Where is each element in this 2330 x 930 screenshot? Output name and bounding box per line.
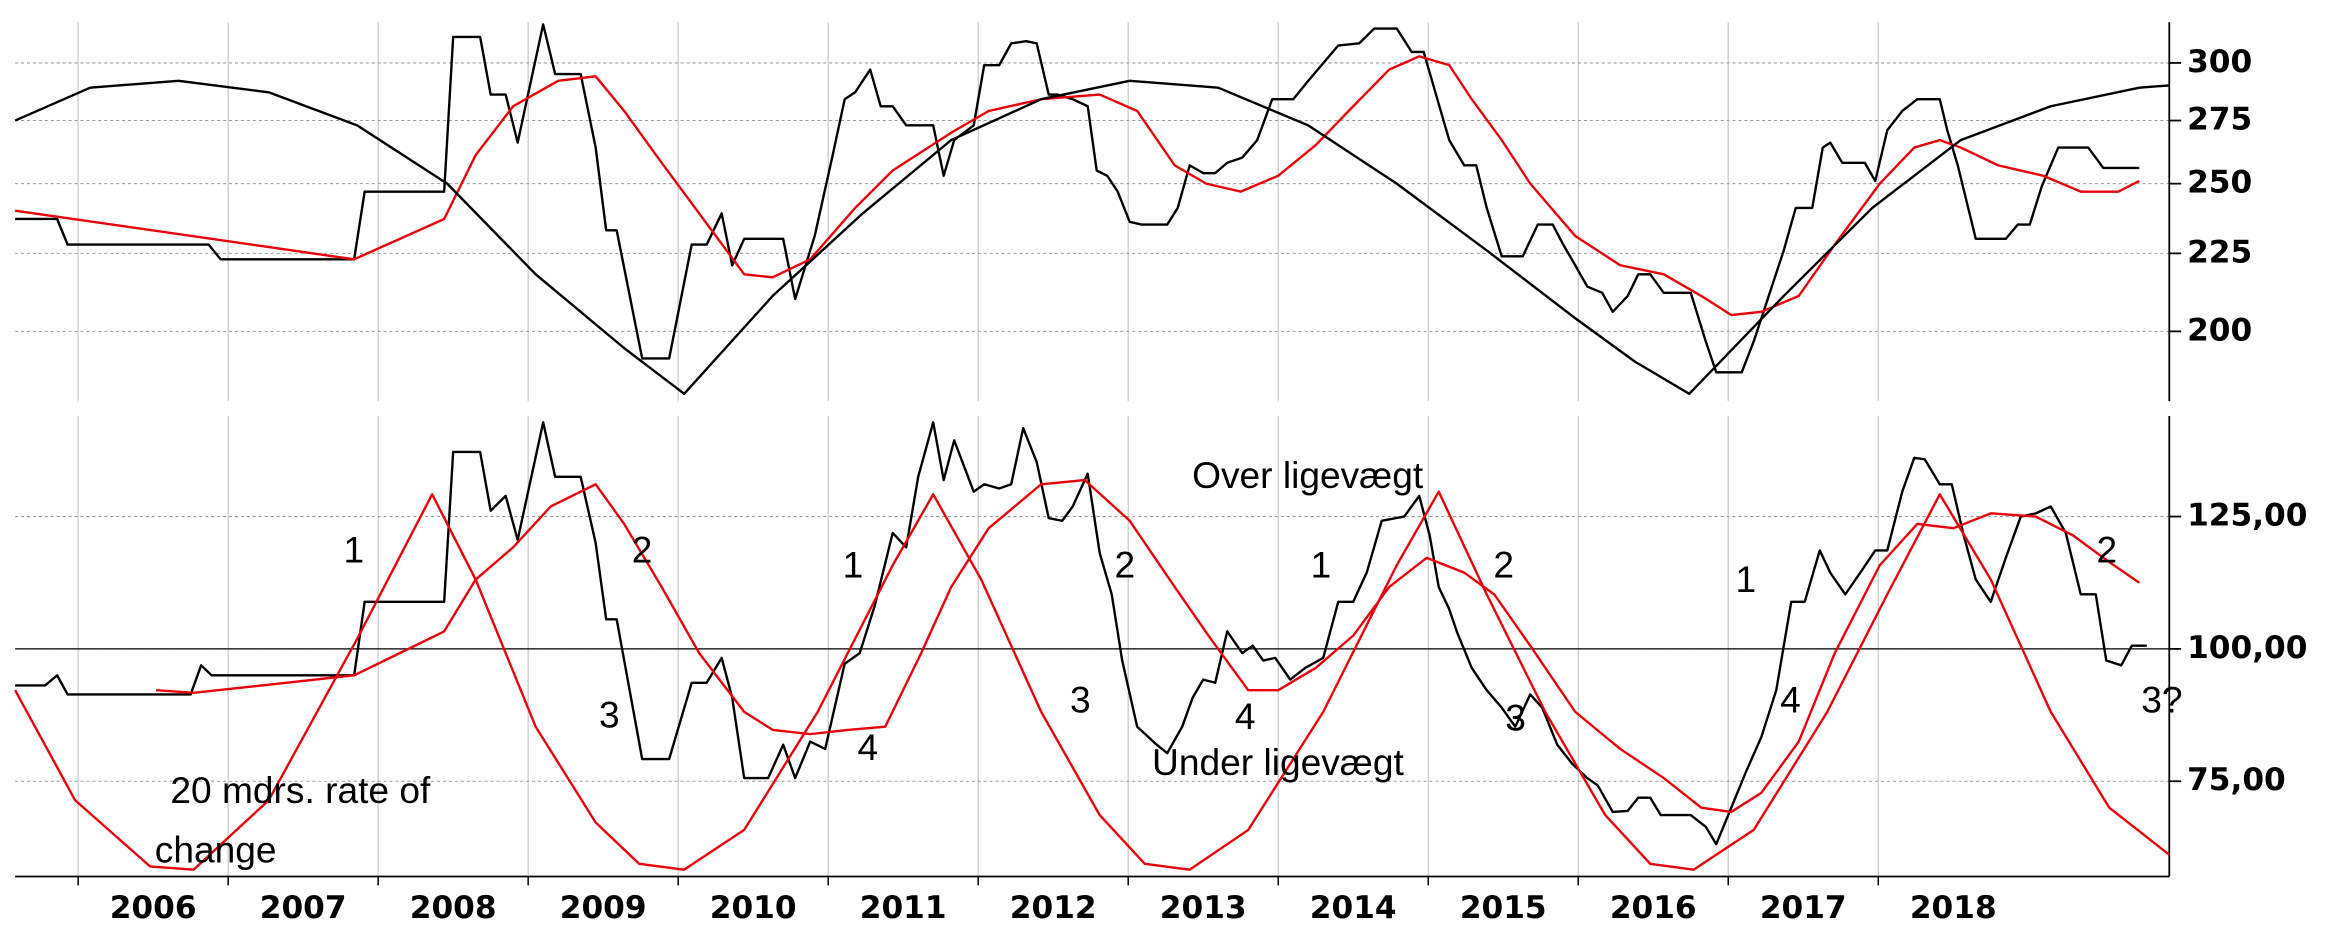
y-tick-label: 225 bbox=[2187, 234, 2252, 270]
annotation: 2 bbox=[2097, 528, 2118, 570]
x-tick-label: 2018 bbox=[1910, 890, 1997, 926]
y-tick-label: 250 bbox=[2187, 165, 2252, 201]
annotation: 3 bbox=[599, 693, 620, 735]
x-tick-label: 2016 bbox=[1610, 890, 1697, 926]
x-tick-label: 2007 bbox=[260, 890, 347, 926]
annotation: 3 bbox=[1070, 679, 1091, 721]
x-tick-label: 2009 bbox=[560, 890, 647, 926]
annotation: 1 bbox=[344, 528, 365, 570]
series-line bbox=[14, 490, 2171, 871]
x-tick-label: 2015 bbox=[1460, 890, 1547, 926]
y-tick-label: 75,00 bbox=[2187, 762, 2286, 798]
annotation: 3 bbox=[1505, 696, 1526, 738]
series-line bbox=[156, 478, 2140, 814]
y-tick-label: 300 bbox=[2187, 44, 2252, 80]
series-line bbox=[14, 79, 2170, 395]
x-tick-label: 2006 bbox=[110, 890, 197, 926]
x-tick-label: 2008 bbox=[410, 890, 497, 926]
y-tick-label: 200 bbox=[2187, 312, 2252, 348]
x-tick-label: 2012 bbox=[1010, 890, 1097, 926]
annotation: Under ligevægt bbox=[1152, 741, 1404, 783]
annotation: 2 bbox=[632, 528, 653, 570]
x-tick-label: 2013 bbox=[1160, 890, 1247, 926]
annotation: Over ligevægt bbox=[1192, 454, 1424, 496]
annotation: change bbox=[155, 829, 277, 871]
series-line bbox=[15, 23, 2140, 374]
annotation: 4 bbox=[1235, 695, 1256, 737]
x-tick-label: 2014 bbox=[1310, 890, 1397, 926]
annotation: 4 bbox=[858, 726, 879, 768]
series-line bbox=[15, 421, 2147, 846]
x-tick-label: 2017 bbox=[1760, 890, 1847, 926]
annotation: 1 bbox=[843, 543, 864, 585]
x-tick-label: 2010 bbox=[710, 890, 797, 926]
annotation: 3? bbox=[2141, 679, 2182, 721]
y-tick-label: 275 bbox=[2187, 102, 2252, 138]
annotation: 20 mdrs. rate of bbox=[170, 769, 431, 811]
annotation: 1 bbox=[1736, 558, 1757, 600]
annotation: 2 bbox=[1493, 543, 1514, 585]
annotation: 4 bbox=[1780, 679, 1801, 721]
series-line bbox=[14, 55, 2140, 317]
y-tick-label: 125,00 bbox=[2187, 498, 2307, 534]
annotation: 1 bbox=[1311, 543, 1332, 585]
y-tick-label: 100,00 bbox=[2187, 630, 2307, 666]
x-tick-label: 2011 bbox=[860, 890, 947, 926]
annotation: 2 bbox=[1115, 543, 1136, 585]
